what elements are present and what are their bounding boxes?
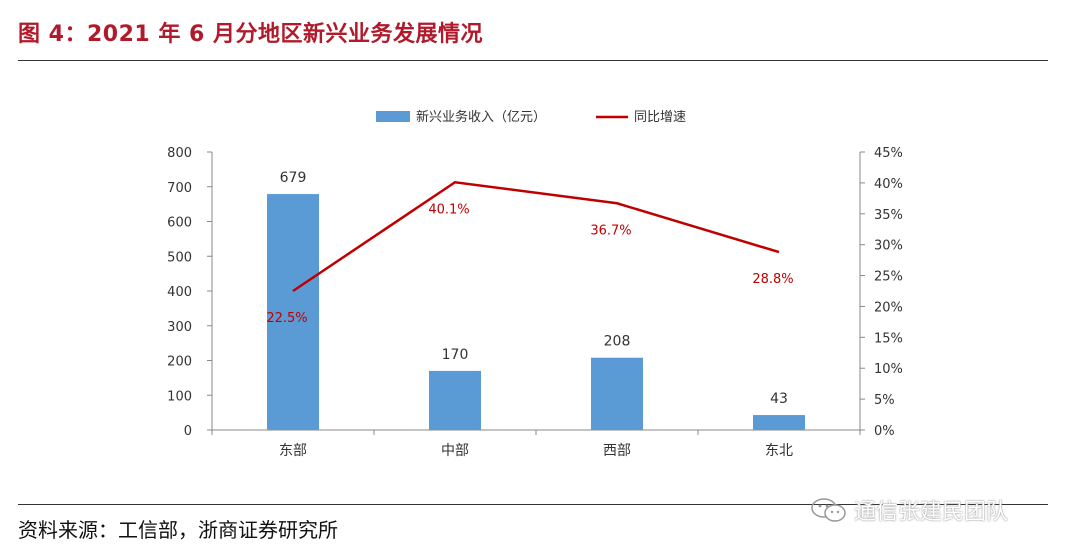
bar bbox=[591, 357, 643, 430]
growth-rate-line bbox=[292, 180, 780, 293]
right-tick-label: 15% bbox=[874, 331, 903, 346]
left-tick-label: 300 bbox=[167, 320, 192, 335]
bar bbox=[429, 370, 481, 430]
left-tick-label: 400 bbox=[167, 285, 192, 300]
bar-data-label: 208 bbox=[604, 334, 631, 350]
bar bbox=[267, 194, 319, 430]
legend-bar-swatch bbox=[376, 111, 410, 122]
bottom-divider bbox=[18, 504, 1048, 505]
watermark-text: 通信张建民团队 bbox=[854, 500, 1009, 525]
line-data-label: 22.5% bbox=[266, 311, 307, 326]
x-tick-label: 东部 bbox=[279, 443, 307, 459]
bar-data-label: 679 bbox=[280, 170, 307, 186]
right-tick-label: 35% bbox=[874, 208, 903, 223]
top-divider bbox=[18, 60, 1048, 61]
x-tick-label: 中部 bbox=[441, 443, 469, 459]
watermark: 通信张建民团队 bbox=[810, 494, 1008, 526]
right-tick-label: 10% bbox=[874, 362, 903, 377]
bar-data-label: 170 bbox=[442, 347, 469, 363]
left-tick-label: 100 bbox=[167, 389, 192, 404]
source-note: 资料来源：工信部，浙商证券研究所 bbox=[18, 518, 338, 542]
bar-data-label: 43 bbox=[770, 391, 788, 407]
right-tick-label: 25% bbox=[874, 270, 903, 285]
line-data-label: 40.1% bbox=[428, 202, 469, 217]
left-tick-label: 700 bbox=[167, 181, 192, 196]
figure-title: 图 4：2021 年 6 月分地区新兴业务发展情况 bbox=[18, 22, 483, 47]
left-tick-label: 800 bbox=[167, 146, 192, 161]
left-tick-label: 0 bbox=[184, 424, 192, 439]
line-data-label: 36.7% bbox=[590, 223, 631, 238]
left-tick-label: 600 bbox=[167, 216, 192, 231]
right-tick-label: 0% bbox=[874, 424, 895, 439]
legend-bar-label: 新兴业务收入（亿元） bbox=[416, 109, 546, 125]
right-tick-label: 30% bbox=[874, 239, 903, 254]
bar bbox=[753, 415, 805, 430]
right-tick-label: 20% bbox=[874, 300, 903, 315]
legend-line-label: 同比增速 bbox=[634, 110, 686, 125]
left-tick-label: 500 bbox=[167, 250, 192, 265]
wechat-icon bbox=[811, 498, 846, 522]
left-tick-label: 200 bbox=[167, 355, 192, 370]
x-tick-label: 西部 bbox=[603, 443, 631, 459]
right-tick-label: 5% bbox=[874, 393, 895, 408]
right-tick-label: 45% bbox=[874, 146, 903, 161]
x-tick-label: 东北 bbox=[765, 443, 793, 459]
line-data-label: 28.8% bbox=[752, 272, 793, 287]
right-tick-label: 40% bbox=[874, 177, 903, 192]
